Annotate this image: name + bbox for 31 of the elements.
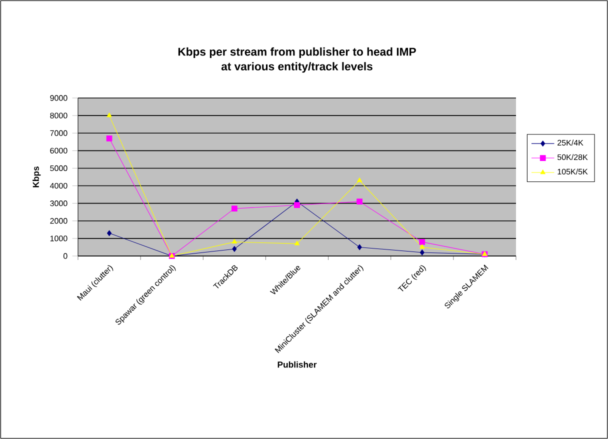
legend-label: 105K/5K bbox=[558, 168, 588, 174]
y-tick-label: 1000 bbox=[50, 236, 68, 242]
legend-label: 25K/4K bbox=[558, 140, 584, 146]
y-tick-label: 2000 bbox=[50, 218, 68, 224]
legend-label: 50K/28K bbox=[557, 154, 588, 160]
y-tick-label: 0 bbox=[63, 253, 68, 259]
chart-subtitle: at various entity/track levels bbox=[221, 62, 372, 73]
y-tick-label: 7000 bbox=[50, 130, 68, 136]
point bbox=[232, 246, 237, 252]
point bbox=[107, 230, 112, 236]
point bbox=[357, 244, 362, 250]
point bbox=[231, 206, 238, 212]
point bbox=[420, 250, 424, 256]
y-tick-label: 3000 bbox=[50, 200, 68, 206]
y-tick-label: 5000 bbox=[50, 165, 68, 172]
point bbox=[106, 112, 112, 118]
point bbox=[420, 244, 425, 249]
y-tick-label: 9000 bbox=[50, 95, 68, 101]
y-axis-title: Kbps bbox=[32, 166, 41, 188]
point bbox=[294, 202, 300, 208]
x-axis-title: Publisher bbox=[278, 361, 317, 368]
point bbox=[356, 178, 362, 182]
point bbox=[294, 240, 300, 246]
point bbox=[356, 198, 363, 205]
y-tick-label: 6000 bbox=[50, 148, 68, 154]
chart-title: Kbps per stream from publisher to head IMP bbox=[178, 47, 416, 58]
point bbox=[106, 135, 112, 142]
point bbox=[232, 239, 238, 244]
y-tick-label: 4000 bbox=[50, 182, 68, 189]
y-tick-label: 8000 bbox=[50, 112, 68, 118]
point bbox=[419, 239, 426, 245]
